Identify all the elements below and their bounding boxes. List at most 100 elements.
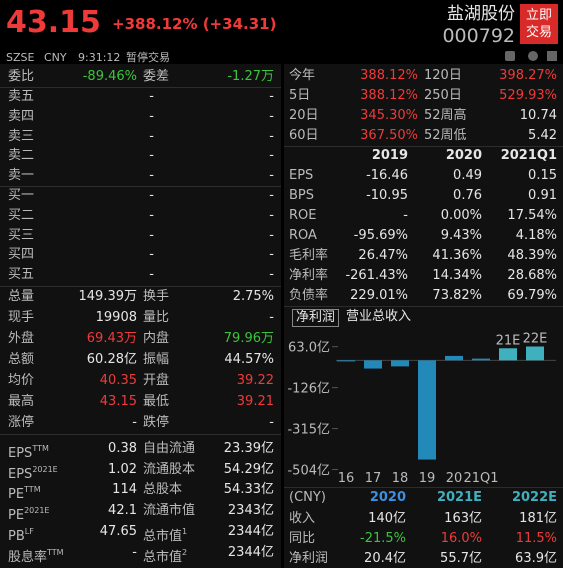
value: -95.69% — [353, 228, 408, 243]
x-tick-label: 18 — [392, 471, 409, 486]
label: 换手 — [143, 289, 170, 304]
value: 19908 — [95, 310, 137, 325]
label: 现手 — [8, 310, 35, 325]
label: 委差 — [143, 69, 170, 84]
label-base: 总股本 — [143, 482, 183, 498]
value: 39.21 — [236, 394, 274, 409]
label: 卖二 — [8, 148, 35, 164]
column-header: 2021E — [436, 490, 482, 505]
trade-button[interactable]: 立即 交易 — [520, 4, 558, 44]
value: 181亿 — [519, 511, 557, 526]
label: 卖一 — [8, 168, 35, 184]
label-base: 总市值 — [143, 549, 183, 565]
icon[interactable] — [547, 51, 557, 61]
value: 28.68% — [507, 268, 557, 283]
volume: - — [269, 247, 274, 263]
label: 总量 — [8, 289, 35, 304]
column-header: 2019 — [371, 148, 408, 163]
divider — [284, 487, 563, 488]
value: -10.95 — [366, 188, 408, 203]
divider — [284, 306, 563, 307]
value: 54.29亿 — [223, 461, 274, 477]
label: 负债率 — [289, 288, 329, 303]
value: 163亿 — [444, 511, 482, 526]
label: 开盘 — [143, 373, 170, 388]
label: PETTM — [8, 482, 41, 503]
value: 10.74 — [519, 108, 557, 123]
value: 69.79% — [507, 288, 557, 303]
label: 最高 — [8, 394, 35, 409]
label: 内盘 — [143, 331, 170, 346]
label: EPS — [289, 168, 314, 183]
icon[interactable] — [505, 51, 515, 61]
currency: CNY — [44, 51, 67, 64]
column-header: 2020 — [369, 490, 406, 505]
label-base: PE — [8, 508, 25, 524]
price: 43.15 — [6, 5, 101, 40]
label-base: EPS — [8, 446, 33, 461]
value: 39.22 — [236, 373, 274, 388]
label: 卖四 — [8, 108, 35, 124]
volume: - — [269, 188, 274, 203]
x-tick-label: 22E — [523, 331, 548, 346]
status: 暂停交易 — [126, 51, 170, 64]
label: 买三 — [8, 227, 35, 243]
value: 0.15 — [528, 168, 557, 183]
label: 总市值2 — [143, 545, 187, 566]
label: 自由流通 — [143, 441, 195, 457]
value: 4.18% — [515, 228, 557, 243]
value: -89.46% — [82, 69, 137, 84]
bar — [526, 346, 544, 361]
value: 43.15 — [99, 394, 137, 409]
label: PE2021E — [8, 503, 49, 524]
label: 量比 — [143, 310, 170, 325]
value: 41.36% — [432, 248, 482, 263]
price: - — [149, 207, 154, 223]
value: 0.38 — [108, 441, 137, 456]
value: 40.35 — [99, 373, 137, 388]
icon[interactable] — [528, 51, 538, 61]
volume: - — [269, 128, 274, 144]
value: -261.43% — [345, 268, 408, 283]
x-tick-label: 16 — [338, 471, 355, 486]
price: - — [149, 128, 154, 144]
label: 卖三 — [8, 128, 35, 144]
label: 流通股本 — [143, 462, 195, 478]
label: 股息率TTM — [8, 545, 64, 566]
value: - — [269, 415, 274, 430]
value: 44.57% — [224, 352, 274, 367]
label: 涨停 — [8, 415, 35, 430]
value: 529.93% — [499, 88, 557, 103]
volume: - — [269, 148, 274, 164]
value: 48.39% — [507, 248, 557, 263]
label: 卖五 — [8, 89, 35, 104]
label-sup: 2 — [182, 547, 188, 557]
label: 均价 — [8, 373, 35, 388]
value: 60.28亿 — [86, 352, 137, 367]
label: PBLF — [8, 524, 34, 545]
value: 42.1 — [108, 503, 137, 519]
volume: - — [269, 168, 274, 184]
label: 净利润 — [289, 551, 329, 566]
label: ROA — [289, 228, 317, 243]
value: 54.33亿 — [223, 482, 274, 498]
value: 14.34% — [432, 268, 482, 283]
value: 69.43万 — [86, 331, 137, 346]
label-base: 总市值 — [143, 528, 183, 544]
y-tick-label: -315亿 — [287, 423, 330, 438]
label: 净利率 — [289, 268, 329, 283]
column-header: 2021Q1 — [500, 148, 557, 163]
column-header: 2022E — [511, 490, 557, 505]
button-text: 立即 — [525, 8, 552, 23]
tab[interactable]: 营业总收入 — [346, 309, 412, 324]
value: 1.02 — [108, 461, 137, 477]
label-base: 自由流通 — [143, 441, 196, 456]
tab[interactable]: 净利润 — [292, 309, 340, 327]
label: 最低 — [143, 394, 170, 409]
value: 73.82% — [432, 288, 482, 303]
label-base: 流通市值 — [143, 503, 196, 519]
divider — [0, 186, 281, 187]
y-tick-label: -126亿 — [287, 382, 330, 397]
value: 16.0% — [440, 531, 482, 546]
